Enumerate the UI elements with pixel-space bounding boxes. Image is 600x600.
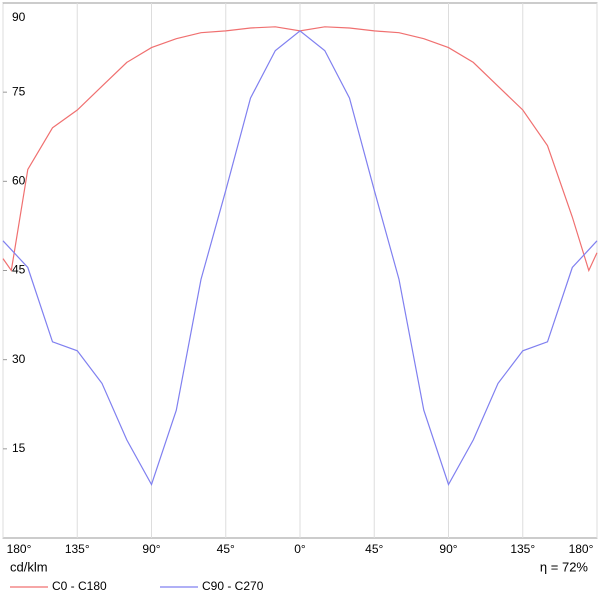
x-tick-label: 135° xyxy=(510,542,535,556)
y-tick-label: 45 xyxy=(12,263,26,277)
y-tick-label: 60 xyxy=(12,174,26,188)
x-tick-label: 90° xyxy=(439,542,457,556)
y-tick-label: 15 xyxy=(12,441,26,455)
x-tick-label: 45° xyxy=(217,542,235,556)
x-tick-label: 180° xyxy=(569,542,594,556)
x-tick-label: 45° xyxy=(365,542,383,556)
legend-label: C0 - C180 xyxy=(52,579,107,593)
x-tick-label: 135° xyxy=(65,542,90,556)
y-tick-label: 30 xyxy=(12,352,26,366)
line-series xyxy=(2,30,598,486)
y-axis-label: cd/klm xyxy=(10,559,48,574)
legend-label: C90 - C270 xyxy=(202,579,264,593)
x-tick-label: 0° xyxy=(294,542,306,556)
y-tick-label: 75 xyxy=(12,84,26,98)
annotation: η = 72% xyxy=(540,559,589,574)
x-tick-label: 180° xyxy=(7,542,32,556)
y-tick-label: 90 xyxy=(12,10,26,24)
x-tick-label: 90° xyxy=(142,542,160,556)
